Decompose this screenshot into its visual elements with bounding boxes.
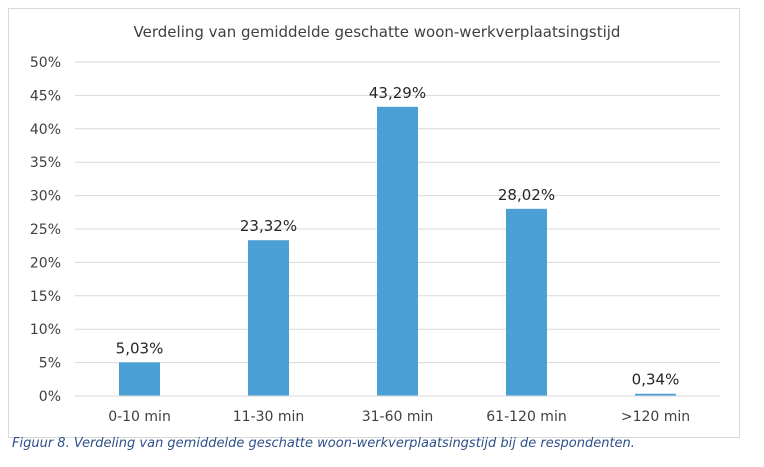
x-tick-label: 0-10 min — [108, 409, 171, 425]
bar — [506, 208, 547, 396]
y-tick-label: 15% — [30, 289, 61, 305]
data-label: 5,03% — [116, 339, 164, 357]
x-tick-label: 11-30 min — [233, 409, 305, 425]
data-label: 28,02% — [498, 186, 555, 204]
y-axis-ticks: 0% 5% 10% 15% 20% 25% 30% 35% 40% 45% 50% — [30, 55, 61, 405]
data-label: 0,34% — [632, 371, 680, 389]
data-label: 43,29% — [369, 84, 426, 102]
x-axis-ticks: 0-10 min 11-30 min 31-60 min 61-120 min >120… — [108, 409, 690, 425]
x-tick-label: 31-60 min — [362, 409, 434, 425]
y-tick-label: 10% — [30, 322, 61, 338]
figure-caption: Figuur 8. Verdeling van gemiddelde gesch… — [12, 436, 635, 451]
bar — [635, 393, 676, 396]
x-tick-label: >120 min — [621, 409, 690, 425]
x-tick-label: 61-120 min — [486, 409, 566, 425]
y-tick-label: 35% — [30, 155, 61, 171]
data-labels: 5,03% 23,32% 43,29% 28,02% 0,34% — [116, 84, 680, 389]
chart-title: Verdeling van gemiddelde geschatte woon-… — [134, 23, 621, 41]
y-tick-label: 20% — [30, 255, 61, 271]
bars — [119, 106, 676, 396]
y-tick-label: 50% — [30, 55, 61, 71]
bar — [377, 106, 418, 396]
y-tick-label: 40% — [30, 122, 61, 138]
y-tick-label: 30% — [30, 189, 61, 205]
y-tick-label: 0% — [39, 389, 61, 405]
bar — [248, 240, 289, 396]
y-tick-label: 25% — [30, 222, 61, 238]
gridlines — [75, 61, 720, 364]
y-tick-label: 5% — [39, 356, 61, 372]
data-label: 23,32% — [240, 217, 297, 235]
bar — [119, 362, 160, 396]
y-tick-label: 45% — [30, 88, 61, 104]
